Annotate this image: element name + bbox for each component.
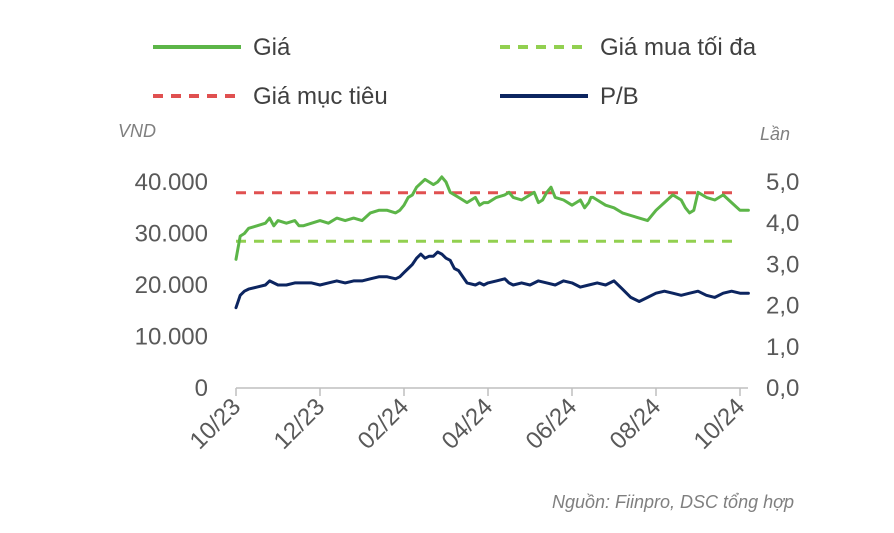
legend-label-gia: Giá: [253, 34, 291, 61]
x-tick-label: 02/24: [353, 393, 415, 455]
right-tick-label: 5,0: [766, 169, 799, 196]
left-axis-ticks: 0 10.000 20.000 30.000 40.000: [135, 169, 208, 402]
x-tick-label: 04/24: [437, 393, 499, 455]
left-tick-label: 30.000: [135, 221, 208, 248]
right-tick-label: 3,0: [766, 251, 799, 278]
x-tick-label: 08/24: [605, 393, 667, 455]
left-tick-label: 40.000: [135, 169, 208, 196]
right-tick-label: 4,0: [766, 210, 799, 237]
legend-label-gia_muc_tieu: Giá mục tiêu: [253, 83, 388, 110]
left-axis-unit: VND: [118, 121, 156, 141]
x-tick-label: 10/24: [689, 393, 751, 455]
right-tick-label: 1,0: [766, 334, 799, 361]
left-tick-label: 20.000: [135, 272, 208, 299]
x-axis: 10/23 12/23 02/24 04/24 06/24 08/24 10/24: [185, 387, 751, 455]
legend-label-gia_mua_toi_da: Giá mua tối đa: [600, 34, 757, 61]
series-line-gia: [234, 175, 750, 261]
series-layer: [234, 175, 750, 310]
x-tick-label: 12/23: [269, 393, 331, 455]
left-tick-label: 0: [195, 375, 208, 402]
legend: Giá Giá mua tối đa Giá mục tiêu P/B: [153, 34, 757, 110]
left-tick-label: 10.000: [135, 324, 208, 351]
x-tick-label: 06/24: [521, 393, 583, 455]
right-axis-ticks: 0,0 1,0 2,0 3,0 4,0 5,0: [766, 169, 799, 402]
series-line-pb: [234, 250, 750, 310]
right-tick-label: 0,0: [766, 375, 799, 402]
right-axis-unit: Lần: [760, 124, 790, 144]
right-tick-label: 2,0: [766, 293, 799, 320]
x-tick-label: 10/23: [185, 393, 247, 455]
source-note: Nguồn: Fiinpro, DSC tổng hợp: [552, 492, 794, 512]
legend-label-pb: P/B: [600, 83, 639, 110]
